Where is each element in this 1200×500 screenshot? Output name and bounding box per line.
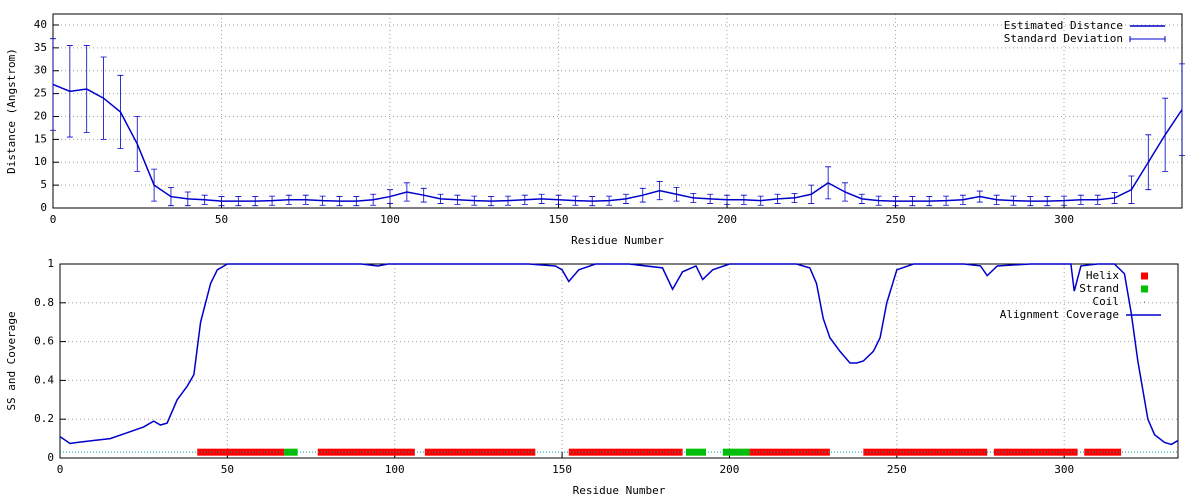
data-line	[59, 263, 1179, 446]
ss-segment	[284, 448, 298, 456]
legend-label: Alignment Coverage	[1000, 308, 1119, 321]
legend-swatch	[1141, 272, 1148, 280]
y-tick-label: 0	[47, 451, 54, 464]
y-tick-label: 0.2	[34, 412, 54, 425]
legend-label: Estimated Distance	[1004, 19, 1123, 32]
y-tick-label: 5	[40, 178, 47, 191]
x-tick-label: 150	[549, 213, 569, 226]
legend-label: Helix	[1086, 269, 1119, 282]
legend-swatch	[1144, 301, 1145, 303]
y-tick-label: 1	[47, 257, 54, 270]
error-bar	[1179, 63, 1185, 156]
legend-label: Standard Deviation	[1004, 32, 1123, 45]
x-tick-label: 150	[552, 463, 572, 476]
y-tick-label: 35	[34, 41, 47, 54]
y-tick-label: 0.6	[34, 335, 54, 348]
y-axis-label: Distance (Angstrom)	[5, 48, 18, 174]
ss-segment	[863, 448, 988, 456]
y-tick-label: 20	[34, 109, 47, 122]
x-tick-label: 200	[717, 213, 737, 226]
x-tick-label: 100	[385, 463, 405, 476]
y-tick-label: 0	[40, 201, 47, 214]
y-tick-label: 0.4	[34, 373, 54, 386]
x-tick-label: 50	[221, 463, 234, 476]
x-tick-label: 300	[1054, 213, 1074, 226]
ss-segment	[1084, 448, 1122, 456]
x-tick-label: 0	[50, 213, 57, 226]
error-bar	[50, 38, 56, 131]
y-tick-label: 10	[34, 155, 47, 168]
x-axis-label: Residue Number	[571, 234, 664, 247]
x-tick-label: 250	[887, 463, 907, 476]
ss-segment	[568, 448, 683, 456]
y-tick-label: 0.8	[34, 296, 54, 309]
x-tick-label: 100	[380, 213, 400, 226]
ss-segment	[722, 448, 750, 456]
ss-segment	[685, 448, 707, 456]
x-tick-label: 250	[886, 213, 906, 226]
y-tick-label: 25	[34, 87, 47, 100]
data-line	[52, 83, 1183, 202]
x-axis-label: Residue Number	[573, 484, 666, 497]
x-tick-label: 50	[215, 213, 228, 226]
y-tick-label: 40	[34, 18, 47, 31]
legend-label: Strand	[1079, 282, 1119, 295]
y-tick-label: 30	[34, 64, 47, 77]
x-tick-label: 200	[720, 463, 740, 476]
y-axis-label: SS and Coverage	[5, 311, 18, 410]
legend-swatch	[1129, 36, 1166, 42]
legend-swatch	[1141, 285, 1148, 293]
y-tick-label: 15	[34, 132, 47, 145]
x-tick-label: 300	[1054, 463, 1074, 476]
legend-label: Coil	[1093, 295, 1120, 308]
x-tick-label: 0	[57, 463, 64, 476]
